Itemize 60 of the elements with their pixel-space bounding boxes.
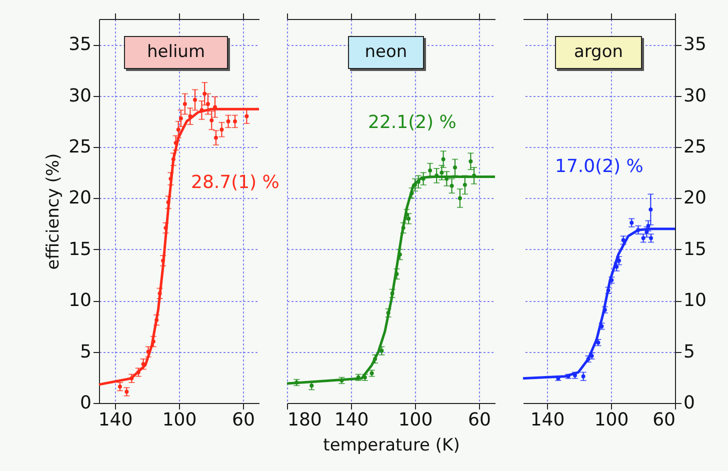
- point: [176, 128, 180, 132]
- y-tick-label: 30: [68, 85, 92, 106]
- y-tick-label: 35: [68, 34, 92, 56]
- y-tick-label: 20: [68, 188, 92, 209]
- point: [202, 92, 207, 96]
- text: helium: [124, 36, 228, 69]
- x-axis-title: temperature (K): [323, 436, 460, 456]
- y-axis-title: efficiency (%): [44, 153, 64, 270]
- x-tick-label: 60: [652, 410, 676, 430]
- y-tick-label: 5: [684, 341, 695, 362]
- x-tick-label: 100: [162, 410, 197, 430]
- annotation: 17.0(2) %: [555, 156, 644, 177]
- y-tick-label: 35: [684, 34, 706, 56]
- text: argon: [555, 36, 642, 69]
- x-tick-label: 60: [468, 410, 491, 430]
- y-tick-label: 20: [684, 188, 706, 209]
- x-tick-label: 60: [232, 410, 255, 430]
- point: [214, 136, 218, 140]
- point: [233, 119, 237, 124]
- y-tick-label: 15: [68, 238, 92, 260]
- x-tick-label: 140: [98, 410, 133, 430]
- annotation: 22.1(2) %: [368, 112, 456, 133]
- y-tick-label: 0: [684, 392, 695, 414]
- x-tick-label: 180: [288, 410, 322, 430]
- x-tick-label: 100: [594, 410, 629, 430]
- point: [226, 119, 230, 124]
- y-tick-label: 10: [684, 290, 706, 312]
- point: [178, 116, 183, 120]
- annotation: 28.7(1) %: [191, 172, 280, 193]
- point: [124, 390, 129, 394]
- point: [188, 114, 192, 118]
- y-tick-label: 0: [80, 392, 92, 414]
- point: [182, 102, 187, 106]
- point: [210, 118, 214, 122]
- point: [171, 157, 176, 162]
- point: [220, 128, 224, 132]
- point: [151, 340, 156, 344]
- text: neon: [348, 36, 424, 69]
- x-tick-label: 140: [334, 410, 369, 430]
- x-tick-label: 100: [398, 410, 433, 430]
- y-tick-label: 25: [68, 136, 92, 158]
- point: [206, 102, 210, 106]
- point: [166, 200, 170, 204]
- point: [164, 226, 168, 230]
- point: [118, 384, 122, 389]
- y-tick-label: 15: [684, 238, 706, 260]
- point: [158, 291, 162, 296]
- y-tick-label: 25: [684, 136, 706, 158]
- y-tick-label: 30: [684, 85, 706, 106]
- point: [141, 362, 146, 366]
- point: [193, 98, 197, 102]
- point: [244, 114, 249, 118]
- y-tick-label: 5: [80, 341, 92, 362]
- point: [154, 318, 159, 322]
- point: [136, 370, 140, 374]
- point: [130, 376, 134, 380]
- y-tick-label: 10: [68, 290, 92, 312]
- point: [168, 176, 173, 181]
- point: [161, 258, 165, 263]
- x-tick-label: 140: [530, 410, 565, 430]
